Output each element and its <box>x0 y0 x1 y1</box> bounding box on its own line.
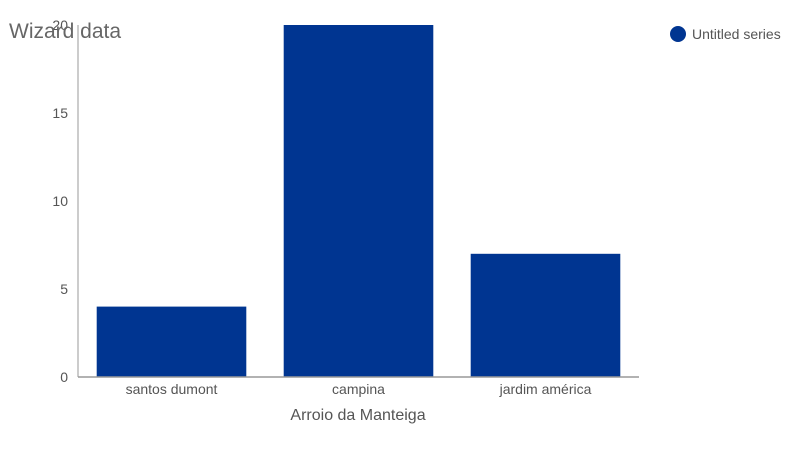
x-tick-label: jardim américa <box>499 381 592 397</box>
x-axis-tick-labels: santos dumont campina jardim américa <box>126 381 592 397</box>
y-tick-label: 20 <box>52 17 68 33</box>
y-tick-label: 5 <box>60 281 68 297</box>
legend: Untitled series <box>670 26 781 42</box>
x-tick-label: campina <box>332 381 385 397</box>
x-tick-label: santos dumont <box>126 381 218 397</box>
y-tick-label: 15 <box>52 105 68 121</box>
bar <box>470 253 621 377</box>
bar <box>96 306 247 377</box>
legend-swatch <box>670 26 686 42</box>
bar <box>283 25 434 377</box>
bars <box>96 25 621 377</box>
y-tick-label: 10 <box>52 193 68 209</box>
x-axis-title: Arroio da Manteiga <box>290 407 425 424</box>
legend-label: Untitled series <box>692 26 781 42</box>
chart-title: Wizard data <box>9 20 121 43</box>
y-tick-label: 0 <box>60 369 68 385</box>
y-axis-ticks: 0 5 10 15 20 <box>52 17 68 385</box>
